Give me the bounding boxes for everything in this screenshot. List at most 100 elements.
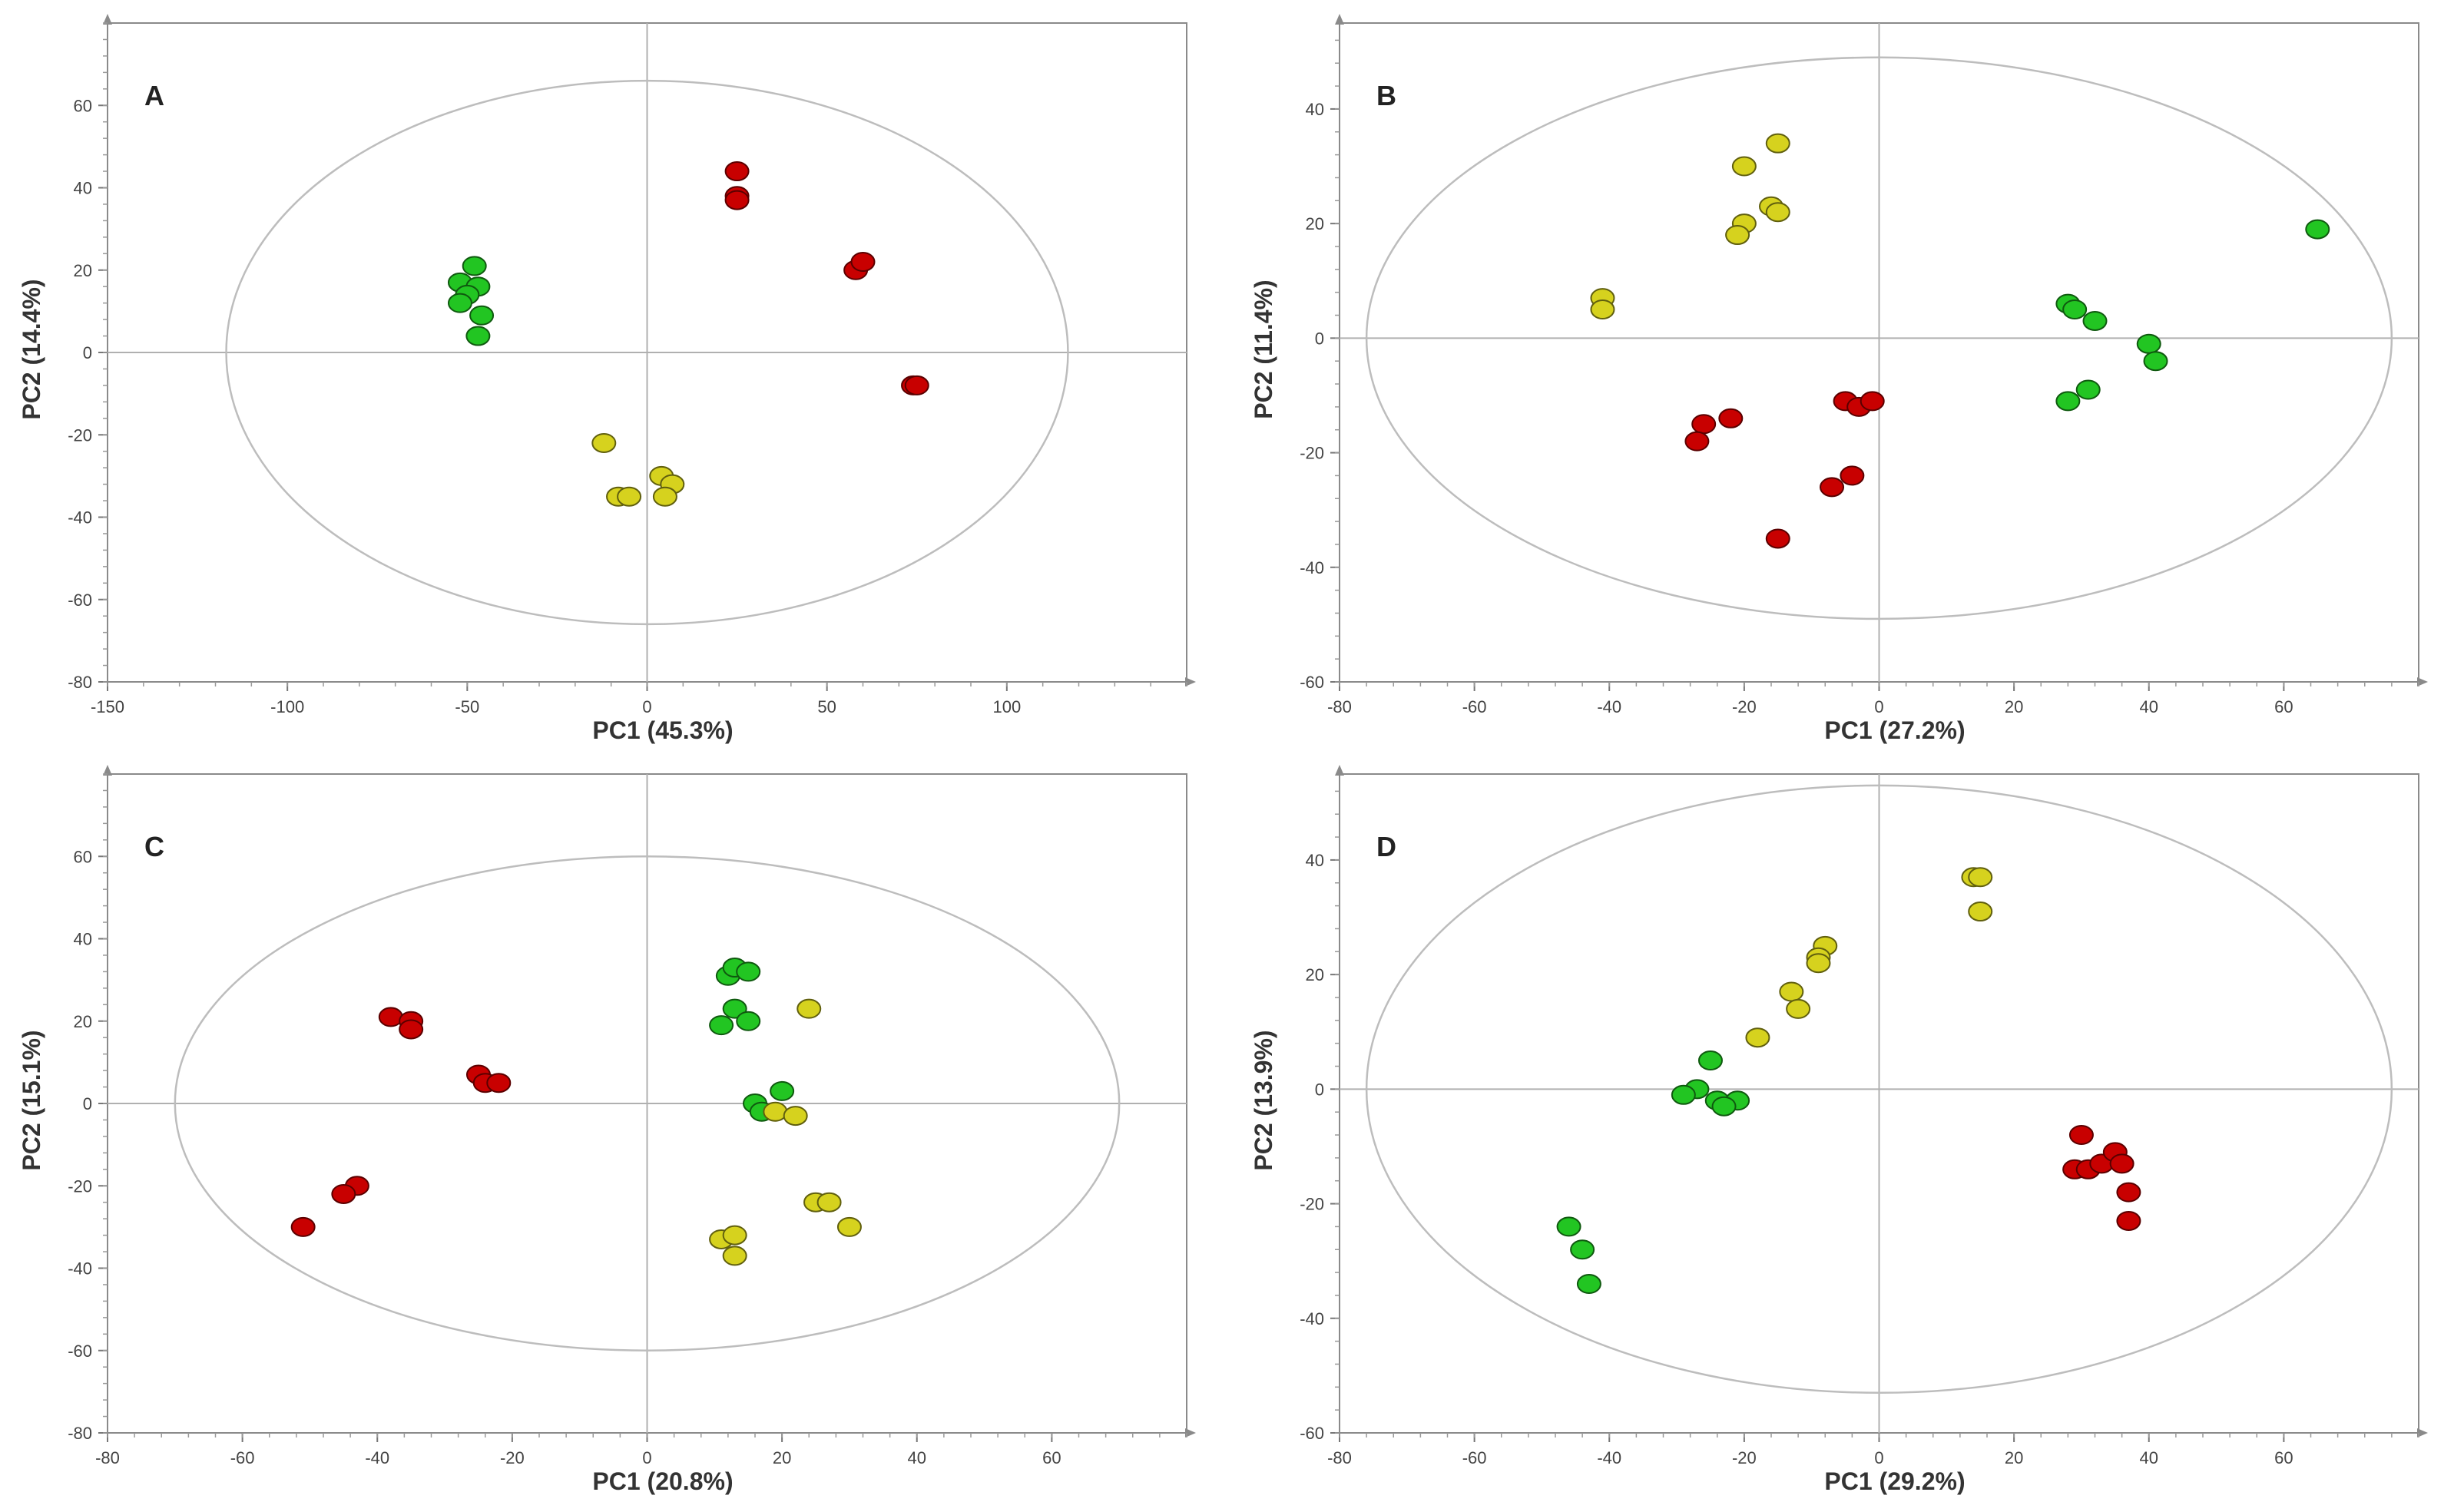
data-point-red-a — [850, 252, 876, 273]
x-axis-title-b: PC1 (27.2%) — [1824, 716, 1965, 744]
y-tick-label-c: 60 — [74, 847, 92, 866]
data-point-yellow-c — [763, 1101, 788, 1122]
y-axis-title-b: PC2 (11.4%) — [1250, 280, 1277, 419]
data-point-red-b — [1691, 414, 1717, 435]
y-tick-label-d: 20 — [1306, 965, 1324, 984]
x-tick-label-d: -80 — [1327, 1448, 1352, 1467]
data-point-yellow-c — [783, 1106, 808, 1126]
x-axis-arrow-b — [2417, 677, 2428, 686]
y-axis-title-a: PC2 (14.4%) — [18, 279, 45, 419]
x-tick-label-b: 20 — [2005, 697, 2023, 716]
y-tick-label-b: 20 — [1306, 214, 1324, 233]
data-point-yellow-c — [722, 1225, 747, 1246]
y-tick-label-d: -60 — [1300, 1424, 1324, 1443]
x-tick-label-a: -150 — [91, 697, 124, 716]
data-point-green-d — [1697, 1050, 1723, 1071]
y-tick-label-a: 60 — [74, 96, 92, 115]
data-point-green-c — [770, 1080, 795, 1101]
panel-d: -80 -60 -40 -20 0 20 40 60 -60 -40 -20 0 20 40 D PC1 … — [1232, 751, 2464, 1502]
x-tick-label-d: 60 — [2274, 1448, 2293, 1467]
data-point-red-c — [331, 1183, 356, 1204]
panel-label-d: D — [1376, 831, 1396, 862]
x-tick-label-b: 0 — [1874, 697, 1883, 716]
y-tick-label-a: -60 — [68, 591, 92, 610]
data-point-green-d — [1671, 1084, 1696, 1105]
data-point-yellow-d — [1779, 981, 1804, 1002]
y-tick-label-b: 40 — [1306, 100, 1324, 119]
data-point-yellow-d — [1806, 953, 1831, 974]
x-tick-label-c: 60 — [1042, 1448, 1061, 1467]
data-point-green-a — [469, 305, 495, 326]
data-point-red-d — [2068, 1125, 2094, 1146]
data-point-green-d — [1570, 1239, 1595, 1260]
y-tick-label-c: 40 — [74, 930, 92, 949]
data-point-yellow-d — [1745, 1027, 1770, 1048]
x-tick-label-c: -20 — [500, 1448, 525, 1467]
y-tick-label-a: 20 — [74, 261, 92, 280]
data-point-red-d — [2109, 1153, 2134, 1174]
y-axis-title-d: PC2 (13.9%) — [1250, 1030, 1277, 1170]
confidence-ellipse-a — [225, 79, 1069, 626]
data-point-yellow-b — [1725, 225, 1750, 246]
y-axis-arrow-a — [103, 14, 112, 25]
y-tick-label-c: -40 — [68, 1259, 92, 1279]
data-point-green-d — [1711, 1096, 1737, 1117]
data-point-green-b — [2075, 379, 2101, 400]
y-axis-title-c: PC2 (15.1%) — [18, 1030, 45, 1170]
x-tick-label-d: 0 — [1874, 1448, 1883, 1467]
data-point-red-b — [1765, 528, 1790, 549]
x-tick-label-b: -40 — [1597, 697, 1621, 716]
y-tick-label-b: 0 — [1315, 329, 1324, 348]
y-tick-label-a: -80 — [68, 673, 92, 692]
data-point-red-b — [1718, 408, 1744, 428]
x-tick-label-a: -50 — [455, 697, 479, 716]
data-point-yellow-d — [1968, 902, 1993, 922]
data-point-red-a — [904, 375, 929, 395]
x-tick-label-d: -40 — [1597, 1448, 1621, 1467]
x-axis-arrow-a — [1185, 677, 1196, 686]
y-tick-label-d: 0 — [1315, 1080, 1324, 1099]
y-tick-label-c: 20 — [74, 1012, 92, 1031]
data-point-yellow-b — [1731, 156, 1757, 177]
data-point-red-d — [2116, 1182, 2141, 1203]
data-point-yellow-a — [591, 432, 617, 453]
data-point-green-b — [2143, 351, 2168, 372]
y-tick-label-b: -40 — [1300, 558, 1324, 577]
y-tick-label-d: -40 — [1300, 1309, 1324, 1328]
x-tick-label-c: 20 — [773, 1448, 791, 1467]
data-point-green-d — [1556, 1216, 1581, 1237]
y-tick-label-a: 0 — [83, 343, 92, 362]
x-axis-arrow-c — [1185, 1428, 1196, 1437]
confidence-ellipse-c — [174, 855, 1121, 1351]
data-point-red-b — [1840, 465, 1865, 486]
data-point-green-d — [1576, 1274, 1601, 1295]
x-tick-label-b: 40 — [2140, 697, 2158, 716]
data-point-red-b — [1684, 431, 1710, 452]
data-point-green-a — [447, 293, 472, 313]
panel-b: -80 -60 -40 -20 0 20 40 60 -60 -40 -20 0 20 40 B PC1 … — [1232, 0, 2464, 751]
y-tick-label-b: -60 — [1300, 673, 1324, 692]
data-point-red-c — [378, 1007, 403, 1027]
y-axis-arrow-b — [1335, 14, 1344, 25]
x-tick-label-d: -20 — [1732, 1448, 1757, 1467]
data-point-yellow-c — [722, 1246, 747, 1266]
data-point-red-a — [724, 190, 750, 210]
data-point-yellow-b — [1590, 299, 1615, 320]
x-tick-label-a: 0 — [642, 697, 651, 716]
x-axis-arrow-d — [2417, 1428, 2428, 1437]
x-tick-label-d: 40 — [2140, 1448, 2158, 1467]
data-point-green-c — [736, 961, 761, 982]
y-tick-label-a: 40 — [74, 179, 92, 198]
data-point-yellow-c — [836, 1216, 862, 1237]
data-point-yellow-b — [1765, 133, 1790, 154]
scatter-chart-c: -80 -60 -40 -20 0 20 40 60 -80 -60 -40 -20 0 20 40 60 C… — [18, 765, 1196, 1495]
data-point-yellow-d — [1786, 998, 1811, 1019]
x-tick-label-d: -60 — [1462, 1448, 1487, 1467]
y-tick-label-a: -40 — [68, 508, 92, 528]
data-point-red-c — [290, 1216, 316, 1237]
data-point-green-c — [709, 1015, 734, 1036]
y-tick-label-c: -60 — [68, 1342, 92, 1361]
y-tick-label-b: -20 — [1300, 444, 1324, 463]
x-tick-label-b: -20 — [1732, 697, 1757, 716]
